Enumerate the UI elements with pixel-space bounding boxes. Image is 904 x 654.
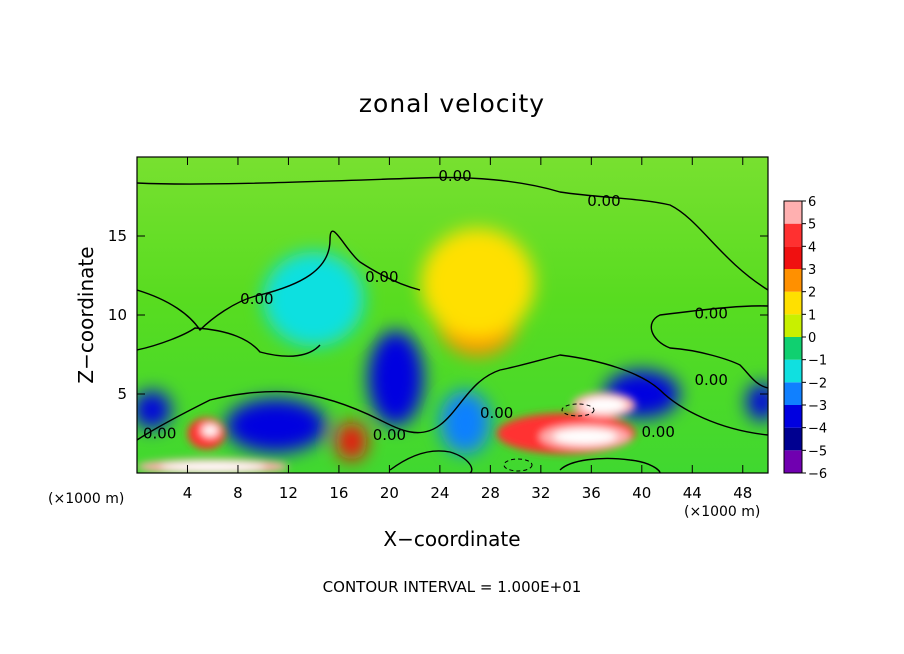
contour-label-5: 0.00 xyxy=(695,371,728,389)
colorbar-band-1 xyxy=(784,427,802,451)
colorbar-band-10 xyxy=(784,223,802,247)
plot-area xyxy=(137,157,768,473)
z-tick-label-1: 10 xyxy=(108,306,127,324)
contour-labels: 0.00 0.00 0.00 0.00 0.00 0.00 0.00 0.00 0.00 0.00 xyxy=(143,167,728,444)
x-tick-label-10: 44 xyxy=(683,484,702,502)
colorbar-tick-label-2: 4 xyxy=(808,240,816,255)
velocity-feature-4 xyxy=(225,398,327,453)
velocity-feature-3 xyxy=(367,330,424,426)
x-axis-label: X−coordinate xyxy=(383,527,520,551)
x-axis-ticks: 4 8 12 16 20 24 28 32 36 40 44 48 xyxy=(183,157,752,502)
x-tick-label-7: 32 xyxy=(531,484,550,502)
contour-zero-left xyxy=(137,327,321,357)
contour-label-9: 0.00 xyxy=(642,423,675,441)
velocity-feature-14 xyxy=(336,422,367,461)
velocity-feature-2 xyxy=(263,251,365,347)
colorbar-band-3 xyxy=(784,382,802,405)
colorbar-tick-label-3: 3 xyxy=(808,263,816,278)
contour-label-4: 0.00 xyxy=(695,304,728,322)
velocity-feature-5 xyxy=(439,390,491,455)
colorbar-tick-label-6: 0 xyxy=(808,331,816,346)
contour-label-2: 0.00 xyxy=(365,268,398,286)
x-tick-label-3: 16 xyxy=(329,484,348,502)
x-tick-label-9: 40 xyxy=(632,484,651,502)
colorbar-tick-label-8: −2 xyxy=(808,376,827,391)
velocity-cores xyxy=(137,392,636,473)
colorbar-band-9 xyxy=(784,246,802,269)
x-tick-label-1: 8 xyxy=(233,484,243,502)
contour-label-1: 0.00 xyxy=(587,192,620,210)
velocity-feature-12 xyxy=(137,390,172,429)
contour-cell-b xyxy=(559,457,661,473)
contour-label-7: 0.00 xyxy=(373,426,406,444)
colorbar-tick-label-1: 5 xyxy=(808,218,816,233)
colorbar-tick-label-10: −4 xyxy=(808,422,827,437)
colorbar-tick-label-4: 2 xyxy=(808,286,816,301)
contour-interval-note: CONTOUR INTERVAL = 1.000E+01 xyxy=(323,578,582,596)
x-tick-label-5: 24 xyxy=(430,484,449,502)
colorbar-band-0 xyxy=(784,450,802,473)
z-tick-label-2: 15 xyxy=(108,227,127,245)
chart-title: zonal velocity xyxy=(359,89,545,118)
velocity-core-15 xyxy=(159,461,266,472)
z-axis-label: Z−coordinate xyxy=(74,246,98,383)
colorbar-tick-label-0: 6 xyxy=(808,195,816,210)
contour-label-0: 0.00 xyxy=(438,167,471,185)
colorbar-band-7 xyxy=(784,291,802,315)
contour-dashed xyxy=(503,403,595,472)
contour-cell-a xyxy=(389,450,473,473)
x-unit-label-left: (×1000 m) xyxy=(48,491,124,507)
negative-contour-a xyxy=(561,403,595,417)
velocity-core-8 xyxy=(581,397,627,413)
contour-lines xyxy=(137,176,768,473)
colorbar-tick-label-11: −5 xyxy=(808,444,827,459)
x-tick-label-4: 20 xyxy=(380,484,399,502)
colorbar-band-5 xyxy=(784,337,802,360)
contour-zero-upper xyxy=(137,176,768,291)
colorbar-tick-label-5: 1 xyxy=(808,308,816,323)
x-tick-label-8: 36 xyxy=(582,484,601,502)
colorbar-tick-label-7: −1 xyxy=(808,354,827,369)
contour-zero-lower xyxy=(137,354,768,441)
colorbar-band-11 xyxy=(784,201,802,224)
z-axis-ticks: 5 10 15 xyxy=(108,227,768,403)
velocity-features xyxy=(137,228,768,461)
contour-label-3: 0.00 xyxy=(240,290,273,308)
velocity-feature-13 xyxy=(746,382,768,421)
x-tick-label-0: 4 xyxy=(183,484,193,502)
colorbar xyxy=(784,201,802,473)
velocity-feature-1 xyxy=(420,228,535,339)
colorbar-band-6 xyxy=(784,314,802,337)
colorbar-band-8 xyxy=(784,269,802,292)
colorbar-tick-label-12: −6 xyxy=(808,467,827,482)
colorbar-band-4 xyxy=(784,359,802,383)
x-unit-label-right: (×1000 m) xyxy=(684,504,760,520)
x-tick-label-6: 28 xyxy=(481,484,500,502)
x-tick-label-11: 48 xyxy=(733,484,752,502)
contour-label-6: 0.00 xyxy=(143,425,176,443)
negative-contour-b xyxy=(503,458,533,472)
z-tick-label-0: 5 xyxy=(117,385,127,403)
velocity-core-7 xyxy=(553,429,617,445)
contour-label-8: 0.00 xyxy=(480,404,513,422)
colorbar-tick-label-9: −3 xyxy=(808,399,827,414)
contour-zero-right xyxy=(650,305,768,389)
colorbar-ticks: 6 5 4 3 2 1 0 −1 −2 −3 −4 −5 −6 xyxy=(802,195,827,482)
x-tick-label-2: 12 xyxy=(279,484,298,502)
colorbar-band-2 xyxy=(784,405,802,428)
velocity-core-11 xyxy=(203,425,218,436)
